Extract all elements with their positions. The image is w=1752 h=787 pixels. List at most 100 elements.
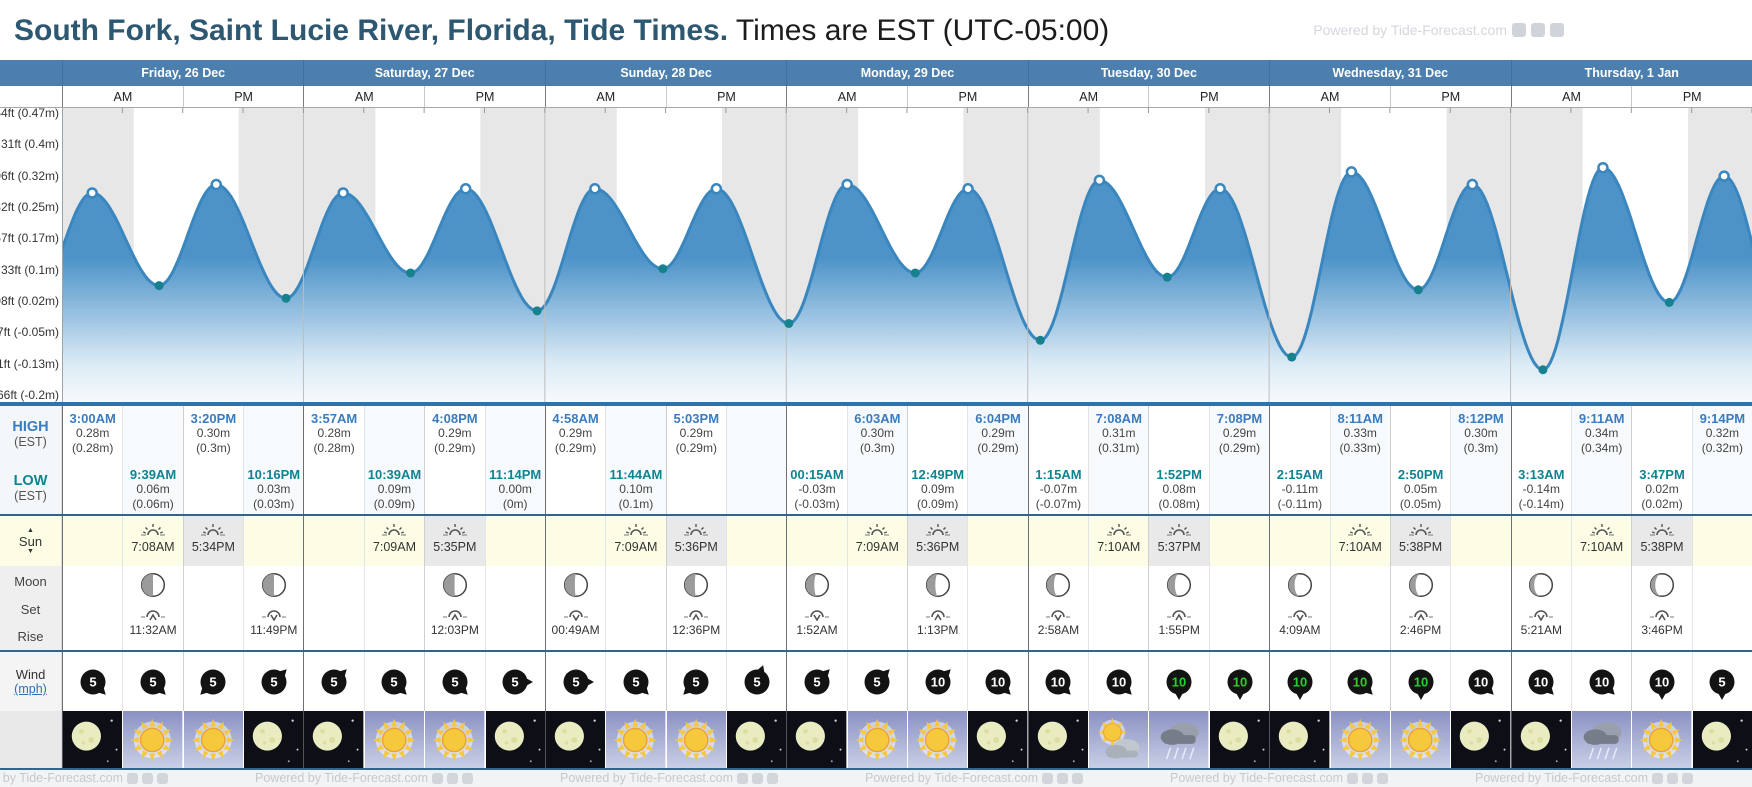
svg-text:5: 5	[874, 674, 881, 689]
tide-height-alt: (0.02m)	[1641, 496, 1683, 511]
sunset-cell: 5:36PM	[665, 516, 726, 566]
tide-height-alt: (-0.07m)	[1035, 496, 1082, 511]
moon-rise-time: 1:55PM	[1158, 623, 1200, 637]
quarter-cell	[243, 406, 304, 462]
wind-arrow-icon: 5	[864, 668, 891, 694]
quarter-cell	[1450, 516, 1511, 566]
tide-height: 0.34m	[1584, 426, 1619, 440]
tide-height: 0.05m	[1403, 482, 1438, 496]
weather-sun-icon	[1632, 711, 1692, 768]
weather-row-gutter	[0, 711, 62, 768]
moon-rise-entry: 12:36PM	[665, 566, 726, 650]
quarter-cell	[62, 516, 123, 566]
high-tide-entry: 4:58AM 0.29m (0.29m)	[544, 406, 605, 462]
tide-height-alt: (0.34m)	[1580, 440, 1623, 455]
svg-text:10: 10	[1474, 674, 1488, 689]
moon-entry: 5:21AM	[1512, 566, 1571, 637]
quarter-cell	[1510, 406, 1571, 462]
mph-link[interactable]: (mph)	[14, 682, 47, 696]
tide-height-alt: (0.29m)	[977, 440, 1019, 455]
quarter-cell	[967, 711, 1028, 768]
quarter-cell	[1208, 566, 1269, 650]
quarter-cell	[725, 406, 787, 462]
wind-arrow-icon: 10	[1589, 669, 1615, 695]
weather-night-icon	[304, 711, 364, 768]
svg-text:5: 5	[512, 674, 519, 689]
moon-set-entry: 2:58AM	[1027, 566, 1088, 650]
moonrise-icon	[1650, 610, 1675, 621]
sunset-cell: 5:34PM	[182, 516, 244, 566]
moon-set-time: 11:49PM	[250, 623, 298, 637]
tide-height: 0.28m	[317, 426, 351, 440]
high-tide-entry: 8:11AM 0.33m (0.33m)	[1329, 406, 1390, 462]
quarter-cell	[182, 566, 243, 650]
low-tide-entry: 1:52PM 0.08m (0.08m)	[1148, 462, 1208, 514]
sunset-time: 5:36PM	[916, 540, 960, 554]
svg-text:5: 5	[89, 674, 96, 689]
sunrise-cell: 7:10AM	[1570, 516, 1632, 566]
watermark-text: Powered by Tide-Forecast.com	[1170, 771, 1343, 785]
timezone-note: Times are EST (UTC-05:00)	[735, 14, 1110, 47]
weather-sun-icon	[1330, 711, 1390, 768]
store-badge-icon	[1057, 772, 1068, 784]
moon-rise-time: 12:03PM	[430, 623, 479, 637]
watermark-text: Powered by Tide-Forecast.com	[0, 771, 123, 785]
quarter-cell	[484, 516, 545, 566]
quarter-cell	[484, 566, 545, 650]
svg-text:10: 10	[1172, 674, 1186, 689]
day-header: Saturday, 27 Dec	[303, 60, 545, 86]
quarter-cell	[1570, 711, 1632, 768]
quarter-cell	[1389, 406, 1450, 462]
wind-arrow-icon: 5	[1709, 669, 1735, 700]
y-axis-tick: 1.06ft (0.32m)	[0, 168, 59, 183]
quarter-cell	[1148, 406, 1208, 462]
wind-arrow-icon: 10	[1045, 669, 1072, 695]
high-tide-time: 8:11AM	[1337, 411, 1383, 426]
y-axis-tick: 1.54ft (0.47m)	[0, 106, 59, 120]
high-tide-entry: 9:11AM 0.34m (0.34m)	[1570, 406, 1632, 462]
low-tide-dot	[1287, 352, 1297, 362]
am-pm-cell: AM	[1027, 86, 1149, 107]
svg-text:10: 10	[1413, 674, 1427, 689]
high-tide-time: 4:08PM	[432, 411, 478, 426]
moon-set-time: 1:52AM	[796, 623, 838, 637]
high-tide-time: 6:03AM	[854, 411, 901, 426]
sunrise-cell: 7:09AM	[363, 516, 425, 566]
tide-height-alt: (0.3m)	[1463, 440, 1499, 455]
am-pm-cell: PM	[424, 86, 545, 107]
wind-cell: 5	[544, 652, 605, 711]
tide-height: 0.06m	[136, 482, 170, 496]
tide-height: 0.29m	[1222, 426, 1257, 440]
sunrise-time: 7:09AM	[614, 540, 658, 554]
watermark-text: Powered by Tide-Forecast.com	[1475, 771, 1648, 785]
am-pm-cell: PM	[1389, 86, 1511, 107]
sunset-time: 5:34PM	[191, 540, 235, 554]
svg-text:10: 10	[1534, 674, 1548, 689]
moon-entry: 2:46PM	[1391, 566, 1450, 637]
watermark-text: Powered by Tide-Forecast.com	[1475, 771, 1693, 785]
store-badge-icon	[1377, 772, 1388, 784]
tide-height-alt: (0.28m)	[313, 440, 355, 455]
low-tide-dot	[532, 306, 542, 316]
quarter-cell	[1269, 516, 1330, 566]
wind-cell: 10	[1329, 652, 1390, 711]
quarter-cell	[363, 711, 425, 768]
y-axis-tick: 1.31ft (0.4m)	[0, 137, 59, 152]
moon-set-entry: 5:21AM	[1510, 566, 1571, 650]
quarter-cell	[62, 462, 122, 514]
high-tide-dot	[1214, 183, 1226, 195]
moon-label: Moon	[14, 574, 47, 589]
moon-rise-time: 3:46PM	[1641, 623, 1683, 637]
high-tide-time: 3:20PM	[190, 411, 237, 426]
low-tide-dot	[154, 281, 164, 291]
low-tide-time: 12:49PM	[911, 467, 965, 482]
moon-entry: 1:52AM	[787, 566, 846, 637]
wind-cell: 10	[1208, 652, 1269, 711]
sun-row: ▲ Sun ▼ 7:08AM 5:34PM 7:09AM 5:35PM 7:09AM 5:…	[0, 516, 1752, 566]
weather-sun-icon	[123, 711, 183, 768]
moon-rise-entry: 12:03PM	[424, 566, 484, 650]
tide-height: 0.08m	[1162, 482, 1196, 496]
moon-entry: 2:58AM	[1029, 566, 1088, 637]
wind-cell: 5	[484, 652, 545, 711]
low-tide-entry: 2:50PM 0.05m (0.05m)	[1389, 462, 1450, 514]
